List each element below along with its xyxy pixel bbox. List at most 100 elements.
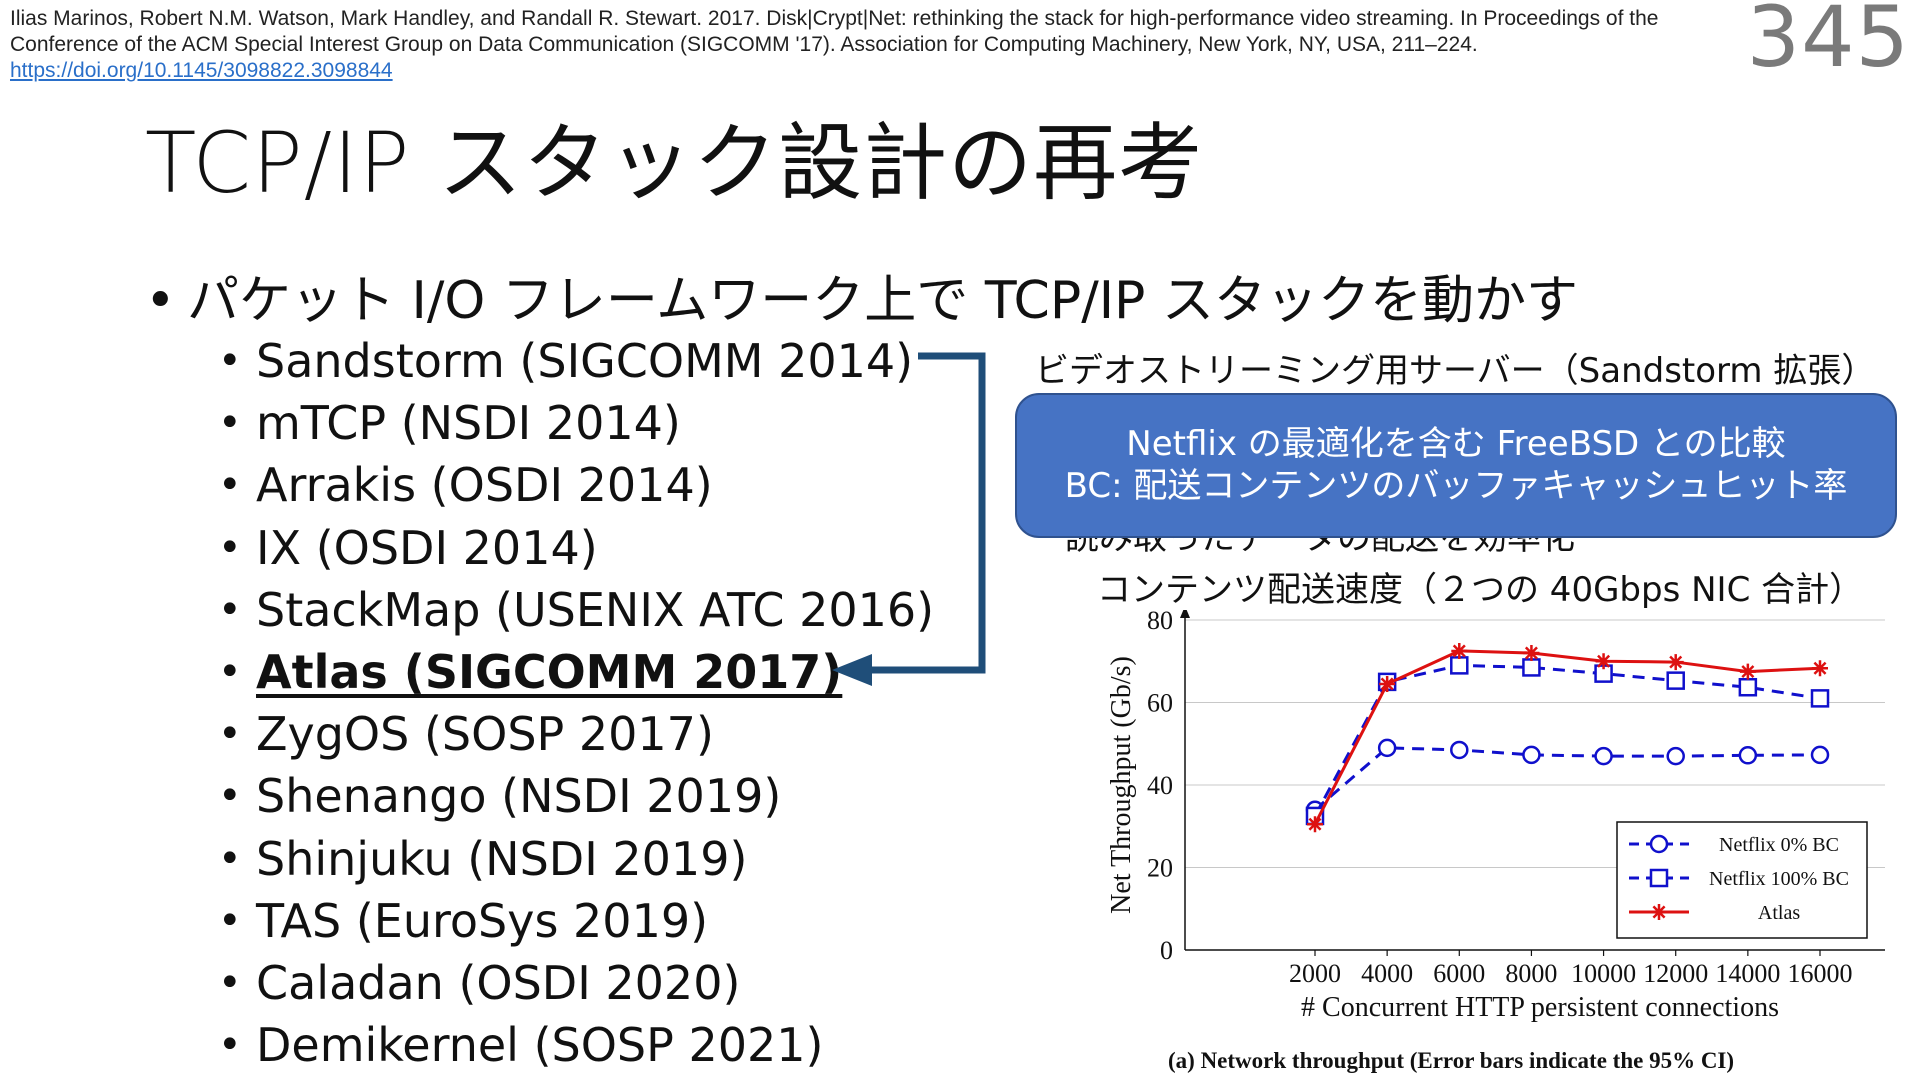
data-point bbox=[1738, 746, 1758, 765]
data-point bbox=[1522, 745, 1541, 765]
data-point bbox=[1666, 746, 1685, 766]
bullet-dot: • bbox=[145, 271, 176, 331]
x-tick-label: 10000 bbox=[1571, 959, 1636, 988]
y-axis-label: Net Throughput (Gb/s) bbox=[1106, 656, 1137, 914]
list-item-text: Atlas (SIGCOMM 2017) bbox=[256, 644, 843, 699]
data-point bbox=[1377, 738, 1397, 758]
list-item-text: IX (OSDI 2014) bbox=[256, 520, 598, 575]
y-tick-label: 40 bbox=[1147, 771, 1173, 800]
list-item: • ZygOS (SOSP 2017) bbox=[218, 703, 934, 765]
series-line bbox=[1314, 746, 1821, 811]
citation: Ilias Marinos, Robert N.M. Watson, Mark … bbox=[10, 6, 1730, 84]
list-item-text: Shenango (NSDI 2019) bbox=[256, 769, 782, 824]
grid bbox=[1185, 619, 1885, 868]
data-point bbox=[1739, 663, 1756, 680]
list-item: • Shinjuku (NSDI 2019) bbox=[218, 828, 934, 890]
y-axis-arrow bbox=[1180, 610, 1190, 618]
list-item: • Arrakis (OSDI 2014) bbox=[218, 454, 934, 516]
y-tick-label: 0 bbox=[1160, 936, 1173, 965]
data-point bbox=[1595, 653, 1612, 670]
y-tick-label: 20 bbox=[1147, 854, 1173, 883]
axes: 0 20 40 60 80 2000 4000 6000 8000 10000 12000 14000… bbox=[1106, 610, 1885, 1023]
series-netflix-0-bc bbox=[1305, 738, 1830, 819]
bullet-dot: • bbox=[218, 586, 242, 633]
doi-link[interactable]: https://doi.org/10.1145/3098822.3098844 bbox=[10, 59, 393, 82]
list-item-highlighted: • Atlas (SIGCOMM 2017) bbox=[218, 641, 934, 703]
data-point bbox=[1666, 671, 1685, 690]
legend-label: Atlas bbox=[1758, 902, 1800, 924]
data-point bbox=[1522, 658, 1541, 677]
data-point bbox=[1450, 656, 1469, 675]
bullet-dot: • bbox=[218, 524, 242, 571]
bullet-dot: • bbox=[218, 400, 242, 447]
page-number: 345 bbox=[1746, 0, 1910, 86]
list-item-text: Shinjuku (NSDI 2019) bbox=[256, 831, 748, 886]
list-item-text: mTCP (NSDI 2014) bbox=[256, 396, 681, 451]
y-tick-label: 80 bbox=[1147, 610, 1173, 635]
bullet-dot: • bbox=[218, 773, 242, 820]
bullet-dot: • bbox=[218, 711, 242, 758]
data-point bbox=[1810, 689, 1830, 708]
data-point bbox=[1451, 642, 1468, 659]
bullet-dot: • bbox=[218, 648, 242, 695]
list-item: • mTCP (NSDI 2014) bbox=[218, 392, 934, 454]
slide-title: TCP/IP スタック設計の再考 bbox=[145, 114, 1204, 212]
figure-caption: (a) Network throughput (Error bars indic… bbox=[1168, 1048, 1735, 1073]
legend: Netflix 0% BC Netflix 100% BC Atlas bbox=[1616, 821, 1868, 939]
series bbox=[1305, 642, 1830, 833]
bullet-dot: • bbox=[218, 835, 242, 882]
bullet-dot: • bbox=[218, 338, 242, 384]
data-point bbox=[1649, 868, 1669, 888]
systems-list: • Sandstorm (SIGCOMM 2014) • mTCP (NSDI 20… bbox=[218, 330, 934, 1076]
server-note: ビデオストリーミング用サーバー（Sandstorm 拡張） bbox=[1035, 351, 1876, 391]
list-item-text: TAS (EuroSys 2019) bbox=[256, 893, 709, 948]
x-tick-label: 16000 bbox=[1788, 959, 1853, 988]
main-bullet: • パケット I/O フレームワーク上で TCP/IP スタックを動かす bbox=[145, 258, 1578, 333]
list-item: • StackMap (USENIX ATC 2016) bbox=[218, 579, 934, 641]
data-point bbox=[1810, 745, 1830, 765]
data-point bbox=[1523, 645, 1540, 661]
connector-line bbox=[872, 352, 986, 674]
callout-box: Netflix の最適化を含む FreeBSD との比較 BC: 配送コンテンツ… bbox=[1015, 393, 1897, 538]
list-item-text: Arrakis (OSDI 2014) bbox=[256, 458, 713, 513]
data-point bbox=[1649, 834, 1669, 854]
x-axis-label: # Concurrent HTTP persistent connections bbox=[1301, 992, 1779, 1023]
list-item: • Demikernel (SOSP 2021) bbox=[218, 1014, 934, 1076]
data-point bbox=[1594, 746, 1613, 766]
data-point bbox=[1379, 675, 1396, 692]
bullet-dot: • bbox=[218, 1022, 242, 1069]
main-bullet-text: パケット I/O フレームワーク上で TCP/IP スタックを動かす bbox=[187, 271, 1578, 331]
list-item: • Caladan (OSDI 2020) bbox=[218, 952, 934, 1014]
list-item: • Shenango (NSDI 2019) bbox=[218, 765, 934, 827]
series-atlas bbox=[1307, 642, 1828, 833]
legend-label: Netflix 100% BC bbox=[1709, 868, 1849, 890]
data-point bbox=[1812, 660, 1828, 677]
data-point bbox=[1651, 904, 1667, 920]
list-item: • IX (OSDI 2014) bbox=[218, 517, 934, 579]
list-item-text: Caladan (OSDI 2020) bbox=[256, 955, 741, 1010]
callout-line-1: Netflix の最適化を含む FreeBSD との比較 bbox=[1126, 424, 1786, 464]
list-item: • Sandstorm (SIGCOMM 2014) bbox=[218, 330, 934, 392]
bullet-dot: • bbox=[218, 897, 242, 944]
series-line bbox=[1313, 649, 1821, 825]
list-item-text: ZygOS (SOSP 2017) bbox=[256, 707, 714, 762]
legend-label: Netflix 0% BC bbox=[1719, 834, 1839, 856]
y-tick-label: 60 bbox=[1147, 689, 1173, 718]
list-item: • TAS (EuroSys 2019) bbox=[218, 890, 934, 952]
arrow-head bbox=[832, 654, 872, 686]
x-tick-label: 8000 bbox=[1505, 959, 1557, 988]
list-item-text: Demikernel (SOSP 2021) bbox=[256, 1018, 824, 1073]
list-item-text: StackMap (USENIX ATC 2016) bbox=[256, 582, 935, 637]
bullet-dot: • bbox=[218, 462, 242, 509]
data-point bbox=[1450, 740, 1469, 760]
x-tick-label: 12000 bbox=[1643, 959, 1708, 988]
data-point bbox=[1738, 677, 1758, 697]
x-tick-label: 14000 bbox=[1715, 959, 1780, 988]
callout-line-2: BC: 配送コンテンツのバッファキャッシュヒット率 bbox=[1064, 466, 1848, 506]
throughput-chart: 0 20 40 60 80 2000 4000 6000 8000 10000 12000 14000… bbox=[1106, 610, 1885, 1023]
x-tick-label: 6000 bbox=[1433, 959, 1485, 988]
chart-heading: コンテンツ配送速度（２つの 40Gbps NIC 合計） bbox=[1097, 570, 1864, 610]
x-tick-label: 4000 bbox=[1361, 959, 1413, 988]
